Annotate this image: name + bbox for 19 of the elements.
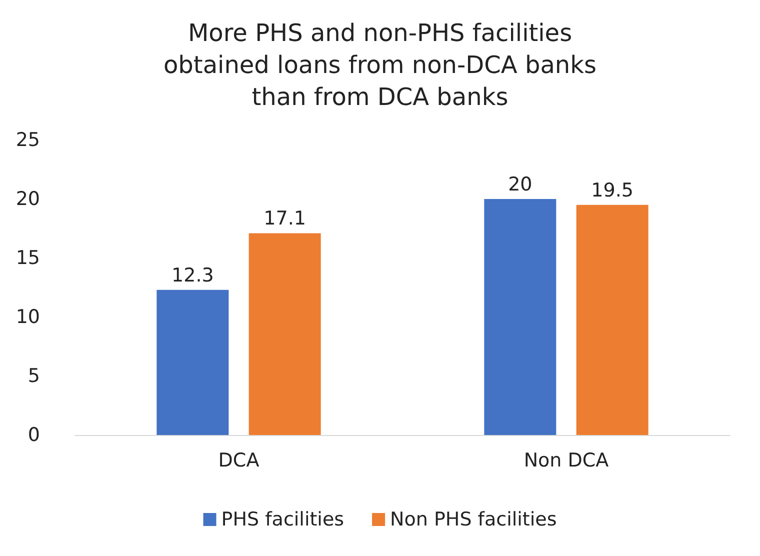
bar: [248, 233, 321, 435]
bar: [576, 204, 648, 435]
data-label: 17.1: [264, 208, 306, 230]
legend-label: Non PHS facilities: [390, 508, 557, 530]
bar: [484, 199, 556, 435]
y-tick-label: 20: [16, 188, 40, 210]
x-tick-label: DCA: [218, 450, 260, 472]
y-tick-label: 5: [28, 365, 40, 387]
y-tick-label: 25: [16, 129, 40, 151]
y-tick-label: 10: [16, 306, 40, 328]
chart-title: More PHS and non-PHS facilities obtained loans from non-DCA banks than from DCA banks: [163, 19, 597, 111]
y-tick-label: 0: [28, 424, 40, 446]
x-tick-label: Non DCA: [524, 450, 609, 472]
data-label: 19.5: [591, 179, 634, 202]
data-label: 20: [508, 174, 532, 196]
data-label: 12.3: [172, 264, 214, 286]
y-tick-label: 15: [16, 247, 40, 269]
bar: [156, 290, 229, 435]
legend-label: PHS facilities: [221, 508, 344, 530]
